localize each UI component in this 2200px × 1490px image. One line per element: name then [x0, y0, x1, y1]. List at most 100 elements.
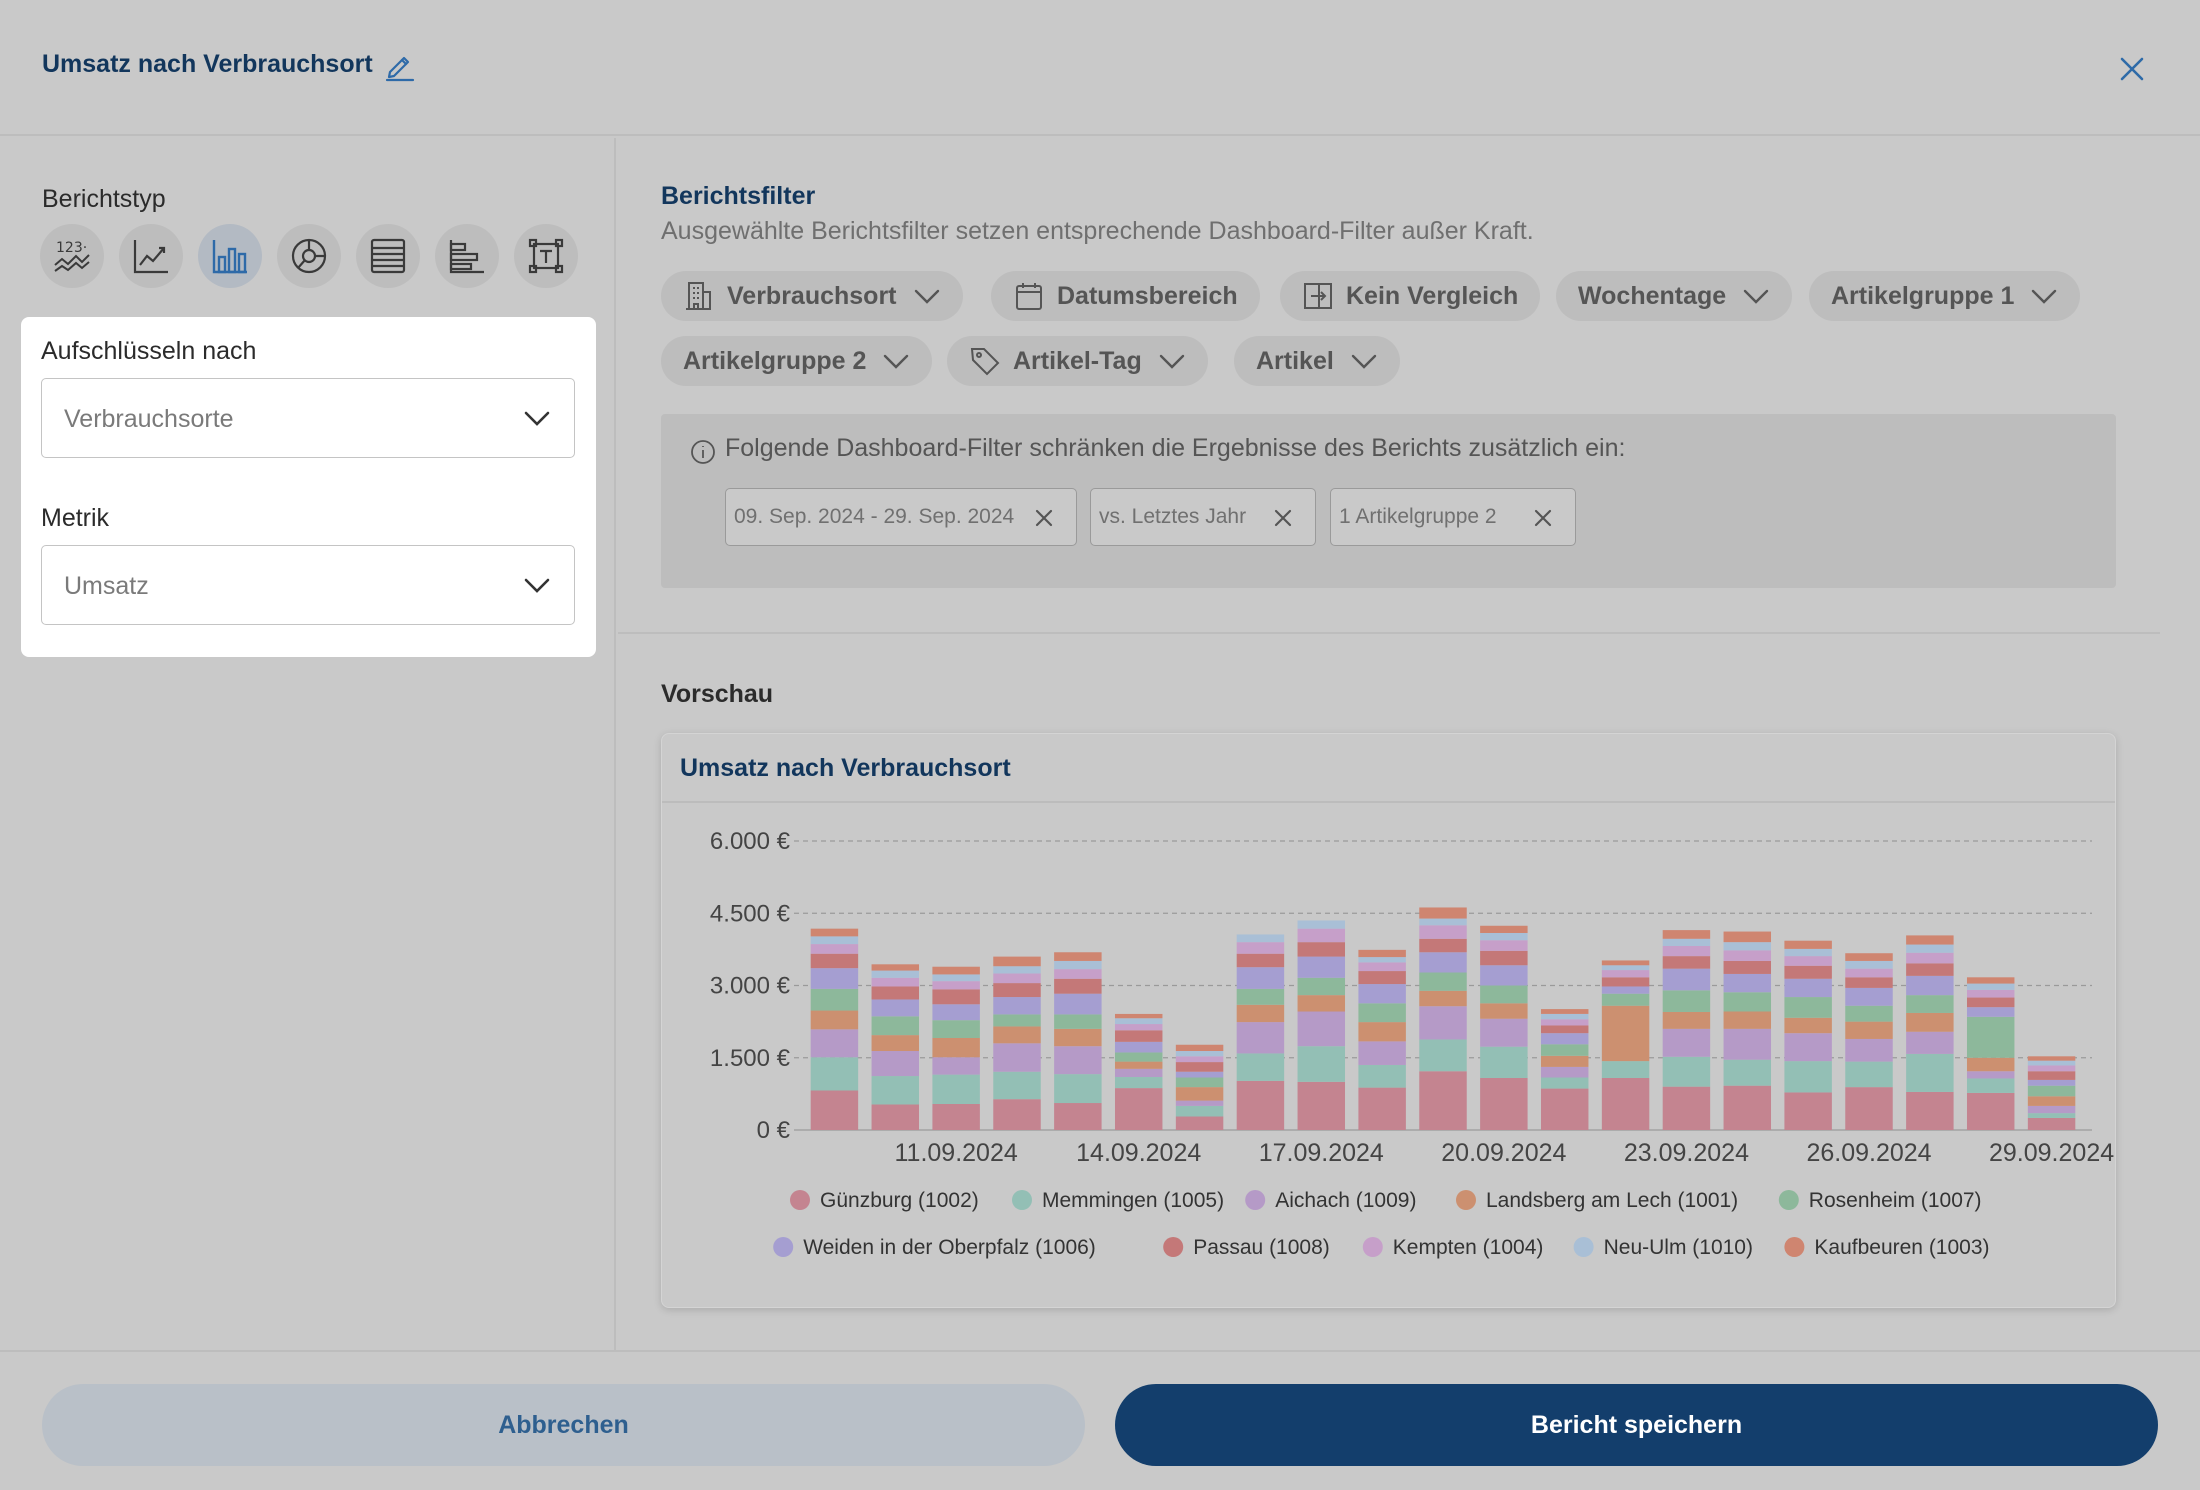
filters-title: Berichtsfilter: [661, 182, 816, 210]
bar-segment: [1054, 1028, 1102, 1047]
close-icon[interactable]: [2115, 52, 2149, 86]
bar-segment: [1236, 1004, 1285, 1023]
bar-segment: [1358, 984, 1406, 1004]
bar-segment: [1358, 957, 1406, 963]
bar-segment: [810, 953, 859, 969]
report-type-table[interactable]: [356, 224, 420, 288]
bar-segment: [1662, 1011, 1711, 1029]
filter-chip-datumsbereich[interactable]: Datumsbereich: [991, 271, 1260, 321]
bar-segment: [1175, 1105, 1224, 1117]
x-tick-label: 26.09.2024: [1806, 1139, 1931, 1167]
bar-segment: [1358, 1003, 1406, 1023]
bar-segment: [1784, 965, 1832, 979]
bar-segment: [932, 1020, 980, 1039]
bar-segment: [1966, 1007, 2015, 1017]
filter-chip-artikel[interactable]: Artikel: [1234, 336, 1400, 386]
filter-chip-label: Datumsbereich: [1057, 281, 1238, 310]
save-report-button[interactable]: Bericht speichern: [1115, 1384, 2158, 1466]
bar-segment: [1540, 1025, 1589, 1034]
bar-segment: [1480, 985, 1528, 1004]
bar-segment: [1297, 1011, 1346, 1047]
bar-segment: [1601, 993, 1650, 1006]
filter-chip-artikelgruppe-2[interactable]: Artikelgruppe 2: [661, 336, 933, 386]
bar-segment: [1297, 920, 1346, 929]
bar-segment: [1601, 1061, 1650, 1078]
bar-segment: [810, 928, 859, 937]
active-filter-tag-label: 1 Artikelgruppe 2: [1339, 505, 1497, 528]
bar-segment: [1236, 1022, 1285, 1054]
filter-chip-wochentage[interactable]: Wochentage: [1556, 271, 1793, 321]
remove-filter-icon[interactable]: [1273, 508, 1293, 528]
bar-segment: [810, 944, 859, 954]
chevron-down-icon: [884, 354, 909, 369]
bar-segment: [1966, 989, 2015, 998]
bar-segment: [1540, 1013, 1589, 1020]
remove-filter-icon[interactable]: [1034, 508, 1054, 528]
bar-segment: [1723, 931, 1772, 943]
bar-segment: [993, 983, 1041, 998]
bar-segment: [810, 936, 859, 945]
active-filter-tag-comparison: vs. Letztes Jahr: [1090, 488, 1316, 546]
report-type-line[interactable]: [119, 224, 183, 288]
bar-segment: [1784, 997, 1832, 1018]
bar-segment: [1845, 987, 1893, 1006]
legend-label: Kempten (1004): [1393, 1236, 1544, 1259]
bar-segment: [1236, 988, 1285, 1005]
bar-segment: [2027, 1065, 2076, 1072]
report-type-horizontal-bar[interactable]: [435, 224, 499, 288]
bar-segment: [2027, 1117, 2076, 1130]
bar-segment: [1358, 971, 1406, 985]
bar-segment: [1966, 1016, 2015, 1058]
bar-segment: [1419, 1071, 1467, 1130]
filter-chip-artikelgruppe-1[interactable]: Artikelgruppe 1: [1809, 271, 2081, 321]
chevron-down-icon: [524, 578, 550, 593]
report-type-bar[interactable]: [198, 224, 262, 288]
bar-segment: [1175, 1051, 1224, 1057]
bar-segment: [1966, 1071, 2015, 1079]
bar-segment: [1480, 950, 1528, 966]
bar-segment: [1297, 977, 1346, 996]
chevron-down-icon: [1743, 289, 1769, 304]
bar-segment: [1297, 956, 1346, 978]
filter-chip-verbrauchsort[interactable]: Verbrauchsort: [661, 271, 963, 321]
bar-segment: [1419, 1039, 1467, 1072]
bar-segment: [1054, 978, 1102, 994]
bar-segment: [1175, 1087, 1224, 1101]
bar-segment: [1297, 995, 1346, 1012]
bar-segment: [1662, 1086, 1711, 1130]
legend-label: Aichach (1009): [1275, 1189, 1416, 1212]
edit-pencil-icon[interactable]: [383, 48, 417, 82]
chevron-down-icon: [524, 411, 550, 426]
bar-segment: [1601, 960, 1650, 966]
bar-segment: [1236, 942, 1285, 954]
remove-filter-icon[interactable]: [1533, 508, 1553, 528]
legend-marker: [1573, 1237, 1594, 1257]
bar-segment: [1358, 949, 1406, 958]
breakdown-select[interactable]: Verbrauchsorte: [41, 378, 575, 458]
filter-chip-artikel-tag[interactable]: Artikel-Tag: [947, 336, 1208, 386]
bar-segment: [871, 1016, 920, 1036]
cancel-button[interactable]: Abbrechen: [42, 1384, 1085, 1466]
bar-segment: [1723, 960, 1772, 974]
legend-label: Günzburg (1002): [820, 1189, 979, 1212]
legend-marker: [1778, 1190, 1799, 1210]
legend-marker: [1362, 1237, 1383, 1257]
bar-segment: [1723, 1085, 1772, 1130]
x-tick-label: 23.09.2024: [1624, 1139, 1749, 1167]
info-text: Folgende Dashboard-Filter schränken die …: [725, 434, 1626, 462]
bar-segment: [1723, 942, 1772, 951]
filter-chip-vergleich[interactable]: Kein Vergleich: [1280, 271, 1541, 321]
bar-segment: [1297, 1081, 1346, 1130]
report-type-kpi[interactable]: 123·: [40, 224, 104, 288]
bar-segment: [871, 964, 920, 971]
bar-segment: [1175, 1071, 1224, 1078]
metric-select[interactable]: Umsatz: [41, 545, 575, 625]
bar-segment: [1419, 907, 1467, 919]
compare-icon: [1304, 283, 1332, 309]
filters-subtitle: Ausgewählte Berichtsfilter setzen entspr…: [661, 217, 1534, 245]
report-type-pie[interactable]: [277, 224, 341, 288]
legend-label: Rosenheim (1007): [1809, 1189, 1982, 1212]
bar-segment: [1845, 1021, 1893, 1039]
bar-segment: [1906, 952, 1954, 964]
report-type-text[interactable]: [514, 224, 578, 288]
